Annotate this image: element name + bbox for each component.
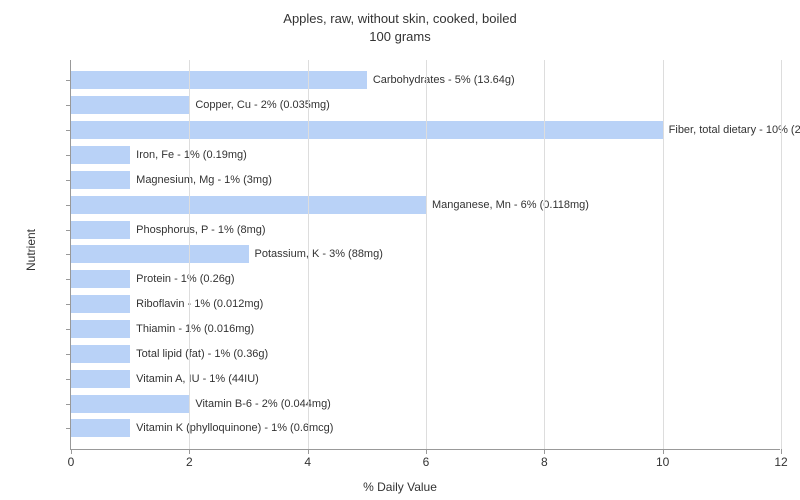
bar (71, 71, 367, 89)
y-axis-label: Nutrient (24, 229, 38, 271)
gridline (308, 60, 309, 449)
xtick-mark (189, 449, 190, 454)
bar-label: Protein - 1% (0.26g) (130, 273, 234, 285)
ytick-mark (66, 80, 71, 81)
gridline (544, 60, 545, 449)
xtick-label: 2 (186, 455, 193, 469)
bar-label: Magnesium, Mg - 1% (3mg) (130, 174, 272, 186)
title-line2: 100 grams (369, 29, 430, 44)
xtick-label: 10 (656, 455, 669, 469)
bar-label: Fiber, total dietary - 10% (2.4g) (663, 124, 800, 136)
ytick-mark (66, 205, 71, 206)
title-line1: Apples, raw, without skin, cooked, boile… (283, 11, 516, 26)
bar (71, 370, 130, 388)
gridline (663, 60, 664, 449)
xtick-label: 12 (774, 455, 787, 469)
gridline (781, 60, 782, 449)
bar-label: Copper, Cu - 2% (0.035mg) (189, 99, 330, 111)
bar (71, 295, 130, 313)
ytick-mark (66, 105, 71, 106)
xtick-mark (426, 449, 427, 454)
plot-area: Carbohydrates - 5% (13.64g) Copper, Cu - … (70, 60, 780, 450)
bar (71, 345, 130, 363)
ytick-mark (66, 304, 71, 305)
bar (71, 146, 130, 164)
ytick-mark (66, 180, 71, 181)
bar (71, 171, 130, 189)
bar-label: Vitamin A, IU - 1% (44IU) (130, 373, 259, 385)
bar-label: Potassium, K - 3% (88mg) (249, 248, 383, 260)
xtick-mark (663, 449, 664, 454)
ytick-mark (66, 354, 71, 355)
bar (71, 96, 189, 114)
bar (71, 320, 130, 338)
ytick-mark (66, 428, 71, 429)
gridline (189, 60, 190, 449)
bar-label: Total lipid (fat) - 1% (0.36g) (130, 348, 268, 360)
xtick-label: 8 (541, 455, 548, 469)
bar-label: Vitamin K (phylloquinone) - 1% (0.6mcg) (130, 422, 333, 434)
bar-label: Carbohydrates - 5% (13.64g) (367, 74, 515, 86)
ytick-mark (66, 130, 71, 131)
bar-label: Manganese, Mn - 6% (0.118mg) (426, 199, 589, 211)
gridline (426, 60, 427, 449)
xtick-mark (544, 449, 545, 454)
bar (71, 395, 189, 413)
nutrient-chart: Apples, raw, without skin, cooked, boile… (0, 0, 800, 500)
xtick-label: 6 (423, 455, 430, 469)
bar (71, 245, 249, 263)
bar (71, 270, 130, 288)
bar-label: Phosphorus, P - 1% (8mg) (130, 224, 265, 236)
xtick-mark (71, 449, 72, 454)
x-axis-label: % Daily Value (0, 480, 800, 494)
xtick-mark (308, 449, 309, 454)
ytick-mark (66, 254, 71, 255)
chart-title: Apples, raw, without skin, cooked, boile… (0, 0, 800, 45)
bar (71, 419, 130, 437)
bar-label: Riboflavin - 1% (0.012mg) (130, 298, 263, 310)
bar-label: Vitamin B-6 - 2% (0.044mg) (189, 398, 331, 410)
xtick-label: 0 (68, 455, 75, 469)
ytick-mark (66, 404, 71, 405)
ytick-mark (66, 329, 71, 330)
ytick-mark (66, 155, 71, 156)
ytick-mark (66, 279, 71, 280)
bar (71, 221, 130, 239)
bar (71, 121, 663, 139)
xtick-label: 4 (304, 455, 311, 469)
ytick-mark (66, 230, 71, 231)
ytick-mark (66, 379, 71, 380)
bar-label: Thiamin - 1% (0.016mg) (130, 323, 254, 335)
bar (71, 196, 426, 214)
xtick-mark (781, 449, 782, 454)
